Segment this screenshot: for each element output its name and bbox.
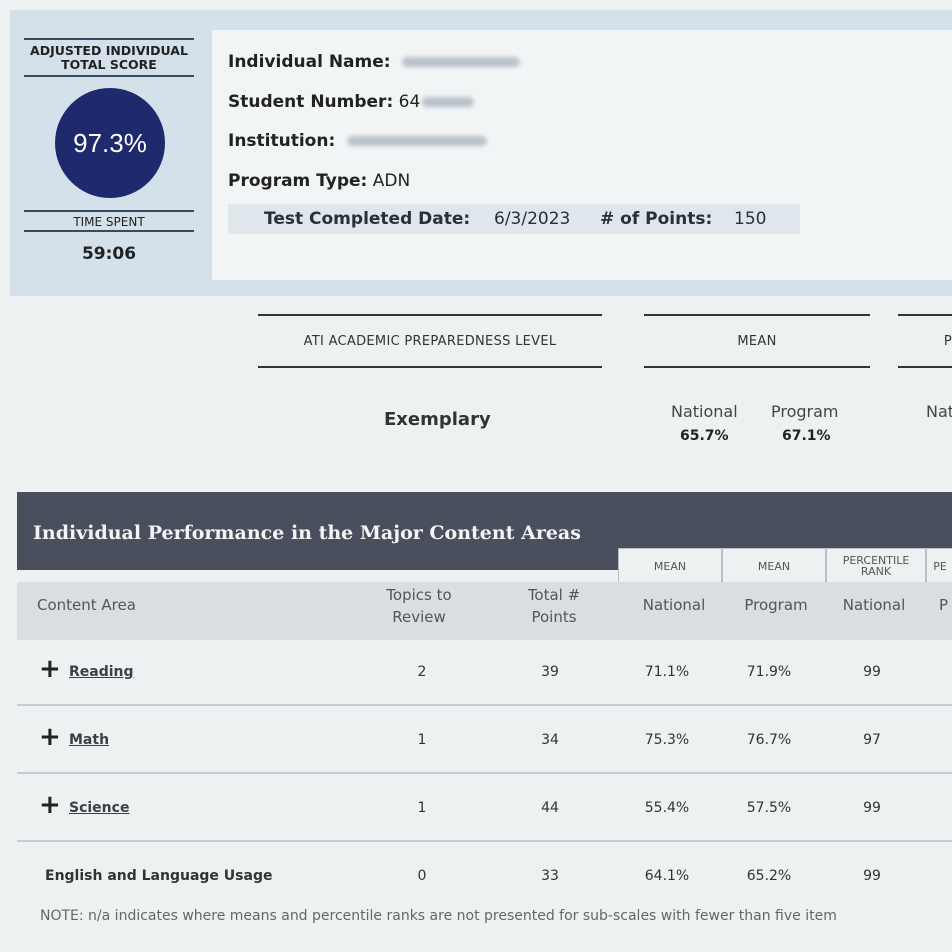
sub-percentile-partial: PE bbox=[926, 548, 952, 584]
header-topics: Topics to Review bbox=[386, 586, 452, 626]
institution-row: Institution: bbox=[228, 131, 487, 151]
test-completed-label: Test Completed Date: bbox=[264, 209, 471, 229]
content-area-link[interactable]: Science bbox=[69, 800, 130, 816]
national-cell: 71.1% bbox=[644, 664, 690, 680]
expand-icon[interactable]: + bbox=[39, 722, 61, 752]
national-label: National bbox=[671, 402, 738, 421]
rank-cell: 97 bbox=[863, 732, 881, 748]
mean-header: MEAN bbox=[644, 314, 870, 368]
program-type-label: Program Type: bbox=[228, 171, 368, 191]
expand-icon[interactable]: + bbox=[39, 790, 61, 820]
student-number-value: 64 bbox=[398, 92, 421, 112]
redacted-name bbox=[401, 57, 520, 67]
program-label: Program bbox=[771, 402, 839, 421]
preparedness-level: Exemplary bbox=[384, 409, 491, 430]
score-title-line1: ADJUSTED INDIVIDUAL bbox=[30, 43, 188, 58]
topics-cell: 2 bbox=[417, 664, 427, 680]
table-row: English and Language Usage 0 33 64.1% 65… bbox=[17, 846, 952, 908]
name-row: Individual Name: bbox=[228, 52, 520, 72]
program-cell: 71.9% bbox=[746, 664, 792, 680]
preparedness-level-header: ATI ACADEMIC PREPAREDNESS LEVEL bbox=[258, 314, 602, 368]
points-cell: 34 bbox=[541, 732, 559, 748]
table-title: Individual Performance in the Major Cont… bbox=[33, 522, 581, 544]
score-circle: 97.3% bbox=[55, 88, 165, 198]
topics-cell: 1 bbox=[417, 732, 427, 748]
program-cell: 65.2% bbox=[746, 868, 792, 884]
score-panel: ADJUSTED INDIVIDUAL TOTAL SCORE 97.3% TI… bbox=[20, 36, 198, 280]
score-title: ADJUSTED INDIVIDUAL TOTAL SCORE bbox=[24, 38, 194, 77]
sub-mean-national: MEAN bbox=[618, 548, 722, 584]
national-cell: 55.4% bbox=[644, 800, 690, 816]
topics-cell: 0 bbox=[417, 868, 427, 884]
program-cell: 57.5% bbox=[746, 800, 792, 816]
program-cell: 76.7% bbox=[746, 732, 792, 748]
points-cell: 44 bbox=[541, 800, 559, 816]
program-mean-value: 67.1% bbox=[782, 428, 831, 444]
student-number-label: Student Number: bbox=[228, 92, 394, 112]
name-label: Individual Name: bbox=[228, 52, 391, 72]
header-total-points: Total # Points bbox=[527, 586, 581, 626]
header-content-area: Content Area bbox=[37, 596, 136, 614]
content-area-link[interactable]: Reading bbox=[69, 664, 134, 680]
national-partial-label: Nat bbox=[926, 402, 952, 421]
rank-cell: 99 bbox=[863, 800, 881, 816]
score-title-line2: TOTAL SCORE bbox=[61, 57, 157, 72]
content-area-name: English and Language Usage bbox=[45, 868, 273, 884]
redacted-student-number bbox=[422, 97, 475, 107]
table-row: + Science 1 44 55.4% 57.5% 99 bbox=[17, 778, 952, 842]
student-number-row: Student Number: 64 bbox=[228, 92, 475, 112]
points-value: 150 bbox=[734, 209, 767, 229]
percentile-header-partial: P bbox=[898, 314, 952, 368]
national-cell: 64.1% bbox=[644, 868, 690, 884]
table-note: NOTE: n/a indicates where means and perc… bbox=[40, 908, 837, 924]
time-spent-label: TIME SPENT bbox=[24, 210, 194, 232]
sub-mean-program: MEAN bbox=[722, 548, 826, 584]
content-area-link[interactable]: Math bbox=[69, 732, 110, 748]
national-mean-value: 65.7% bbox=[680, 428, 729, 444]
header-pr-partial: P bbox=[938, 596, 949, 614]
national-cell: 75.3% bbox=[644, 732, 690, 748]
sub-percentile-rank: PERCENTILE RANK bbox=[826, 548, 926, 584]
rank-cell: 99 bbox=[863, 664, 881, 680]
test-date-row: Test Completed Date: 6/3/2023 # of Point… bbox=[228, 204, 800, 234]
table-header-row: Content Area Topics to Review Total # Po… bbox=[17, 582, 952, 640]
table-row: + Math 1 34 75.3% 76.7% 97 bbox=[17, 710, 952, 774]
header-pr-national: National bbox=[842, 596, 906, 614]
redacted-institution bbox=[346, 136, 487, 146]
header-national: National bbox=[642, 596, 706, 614]
rank-cell: 99 bbox=[863, 868, 881, 884]
student-info-panel: Individual Name: Student Number: 64 Inst… bbox=[212, 30, 952, 280]
program-type-row: Program Type: ADN bbox=[228, 171, 410, 191]
table-row: + Reading 2 39 71.1% 71.9% 99 bbox=[17, 642, 952, 706]
header-program: Program bbox=[744, 596, 808, 614]
topics-cell: 1 bbox=[417, 800, 427, 816]
expand-icon[interactable]: + bbox=[39, 654, 61, 684]
program-type-value: ADN bbox=[372, 171, 411, 191]
institution-label: Institution: bbox=[228, 131, 336, 151]
time-spent-value: 59:06 bbox=[81, 244, 137, 264]
points-cell: 33 bbox=[541, 868, 559, 884]
test-completed-date: 6/3/2023 bbox=[494, 209, 571, 229]
points-cell: 39 bbox=[541, 664, 559, 680]
points-label: # of Points: bbox=[600, 209, 713, 229]
